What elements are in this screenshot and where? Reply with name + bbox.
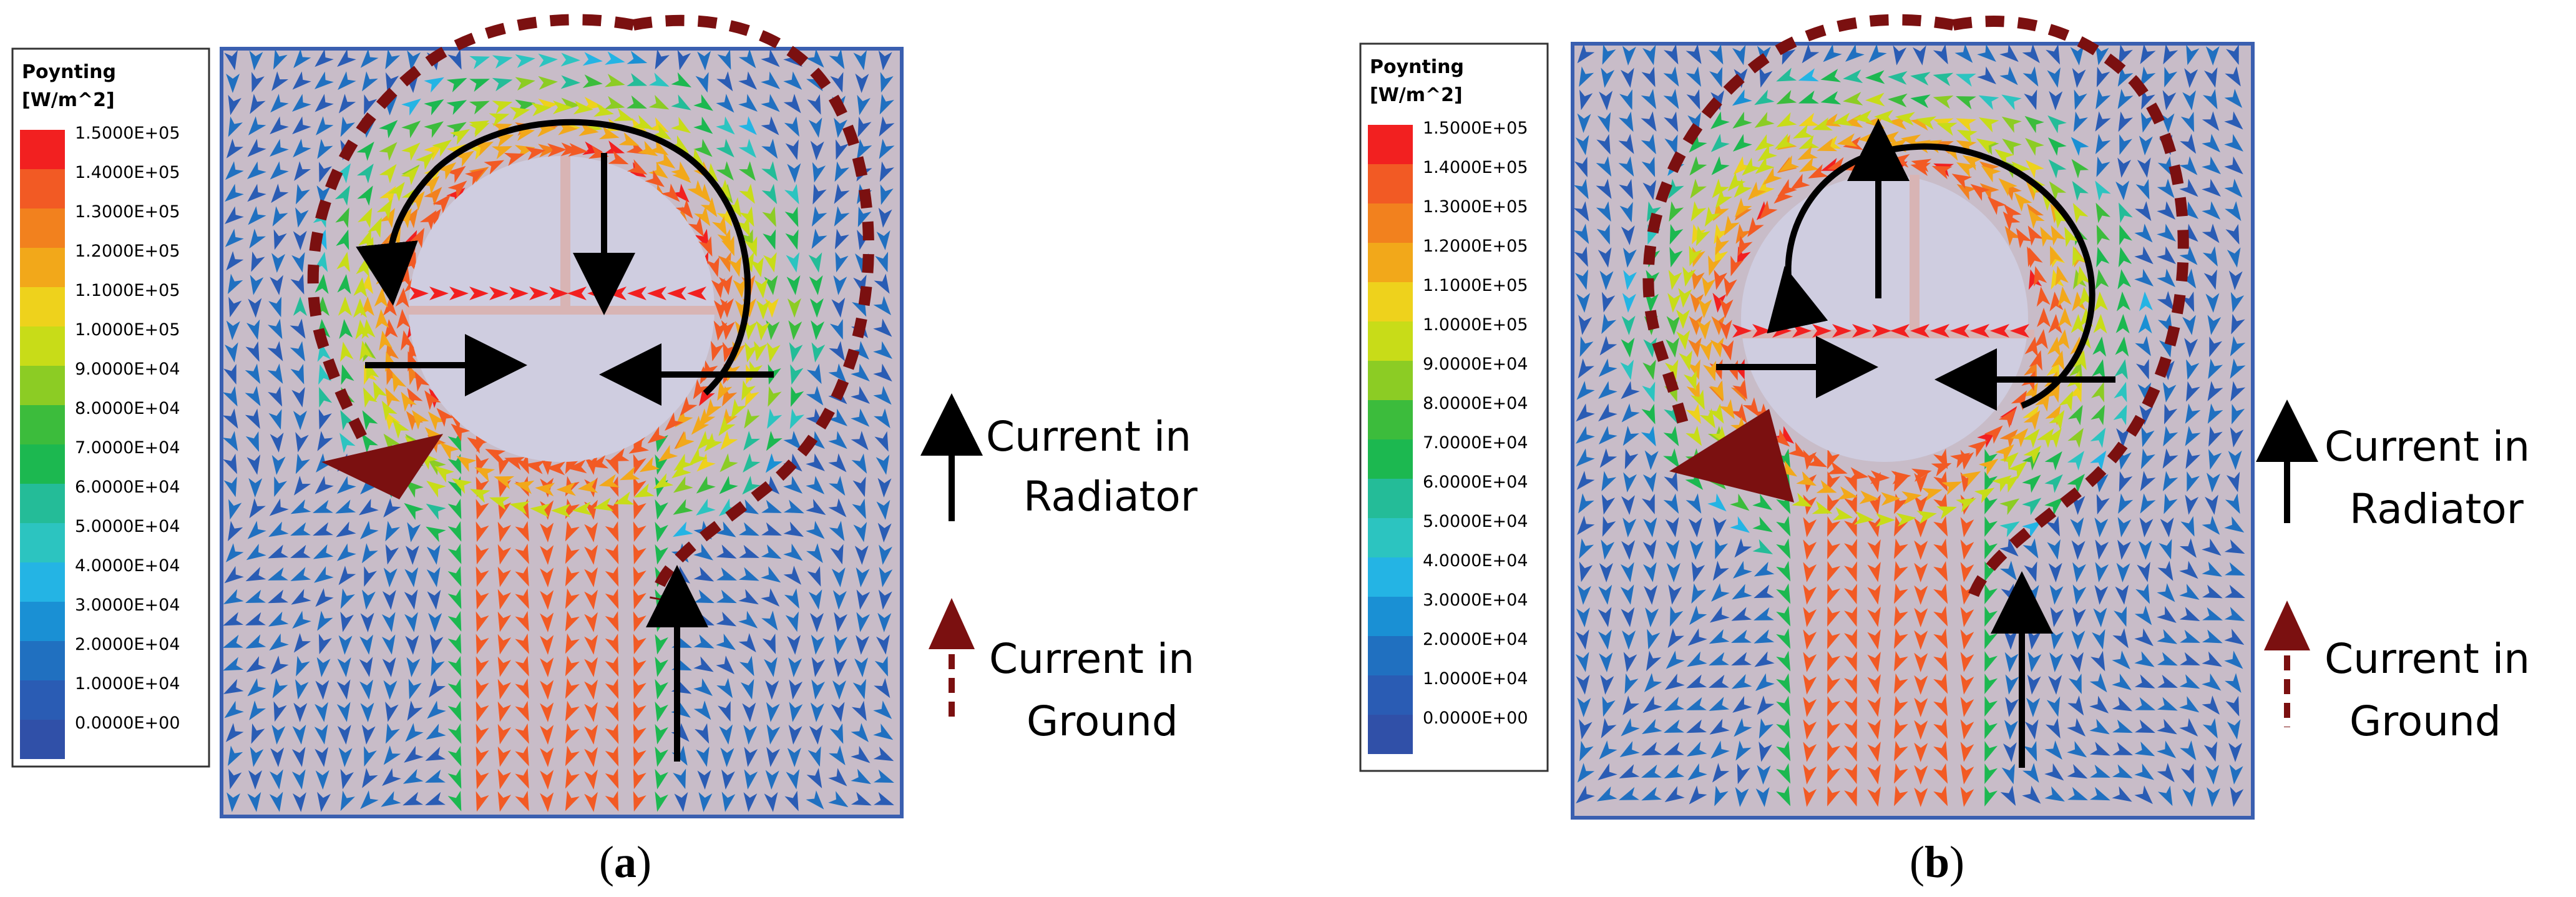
legend-tick-label: 8.0000E+04 — [1423, 394, 1528, 413]
legend-color-band — [20, 484, 65, 523]
legend-tick-label: 1.0000E+05 — [1423, 315, 1528, 335]
legend-color-band — [1368, 243, 1413, 282]
radiator-key-label-2: Radiator — [2349, 485, 2524, 533]
legend-color-band — [20, 169, 65, 208]
legend-tick-label: 1.0000E+04 — [1423, 669, 1528, 689]
panel-b: Poynting [W/m^2] 1.5000E+05 1.4000E+05 1.3… — [1359, 14, 2530, 820]
legend-b: Poynting [W/m^2] 1.5000E+05 1.4000E+05 1.3… — [1359, 42, 1549, 772]
caption-b: (b) — [1910, 837, 1965, 887]
legend-color-band — [20, 444, 65, 484]
legend-tick-label: 5.0000E+04 — [1423, 512, 1528, 531]
legend-tick-label: 1.3000E+05 — [75, 202, 180, 222]
legend-tick-label: 9.0000E+04 — [75, 360, 180, 379]
radiator-bar — [406, 306, 718, 315]
ground-current-loop-left — [1642, 14, 1954, 433]
legend-tick-label: 7.0000E+04 — [75, 438, 180, 458]
legend-color-band — [1368, 479, 1413, 518]
legend-color-band — [1368, 439, 1413, 479]
legend-color-band — [1368, 715, 1413, 754]
legend-tick-label: 4.0000E+04 — [75, 556, 180, 576]
legend-unit: [W/m^2] — [22, 89, 115, 111]
legend-tick-label: 2.0000E+04 — [1423, 630, 1528, 649]
legend-color-band — [1368, 361, 1413, 400]
legend-tick-label: 4.0000E+04 — [1423, 551, 1528, 571]
legend-tick-label: 1.5000E+05 — [75, 124, 180, 143]
legend-tick-label: 1.4000E+05 — [75, 163, 180, 182]
legend-color-band — [1368, 164, 1413, 203]
legend-color-band — [20, 208, 65, 248]
legend-title: Poynting — [22, 61, 116, 83]
radiator-key-label-2: Radiator — [1023, 473, 1198, 521]
legend-tick-label: 1.0000E+04 — [75, 674, 180, 694]
legend-tick-label: 1.2000E+05 — [1423, 237, 1528, 256]
ground-current-arrowhead — [1669, 409, 1794, 502]
radiator-key-label-1: Current in — [986, 413, 1191, 461]
legend-tick-label: 1.4000E+05 — [1423, 158, 1528, 177]
radiator-slot — [560, 156, 570, 309]
legend-color-band — [20, 641, 65, 680]
legend-color-band — [1368, 636, 1413, 675]
ground-key-arrowhead — [929, 598, 975, 649]
ground-key-label-1: Current in — [2325, 635, 2530, 683]
ground-current-loop — [1952, 16, 2189, 602]
legend-a: Poynting [W/m^2] 1.5000E+05 1.4000E+05 1.3… — [11, 47, 210, 768]
legend-tick-label: 7.0000E+04 — [1423, 433, 1528, 453]
legend-color-band — [20, 523, 65, 562]
radiator-circulation-arrow — [1767, 143, 2095, 409]
legend-color-band — [1368, 518, 1413, 557]
ground-key-label-2: Ground — [1027, 697, 1178, 745]
legend-color-band — [1368, 597, 1413, 636]
legend-tick-label: 1.3000E+05 — [1423, 197, 1528, 217]
legend-color-band — [20, 405, 65, 444]
legend-tick-label: 3.0000E+04 — [75, 596, 180, 615]
legend-tick-label: 0.0000E+00 — [75, 713, 180, 733]
radiator-slot — [1910, 175, 1920, 331]
ground-current-arrowhead — [321, 434, 443, 499]
legend-color-band — [1368, 125, 1413, 164]
legend-title: Poynting — [1370, 56, 1464, 78]
legend-tick-label: 3.0000E+04 — [1423, 591, 1528, 610]
legend-color-band — [20, 562, 65, 602]
legend-tick-label: 1.1000E+05 — [75, 281, 180, 300]
radiator-circulation-arrow — [356, 119, 751, 396]
legend-tick-label: 9.0000E+04 — [1423, 355, 1528, 374]
legend-color-band — [1368, 282, 1413, 321]
legend-color-band — [1368, 675, 1413, 715]
legend-color-band — [1368, 557, 1413, 597]
legend-color-band — [20, 287, 65, 326]
legend-color-band — [20, 366, 65, 405]
field-plot-a — [220, 47, 904, 818]
legend-color-band — [20, 248, 65, 287]
legend-color-band — [20, 326, 65, 366]
legend-tick-label: 6.0000E+04 — [75, 478, 180, 497]
legend-tick-label: 1.5000E+05 — [1423, 119, 1528, 138]
ground-key-label-2: Ground — [2349, 697, 2501, 745]
legend-color-band — [20, 130, 65, 169]
radiator-opening — [1741, 175, 2028, 462]
legend-color-band — [20, 602, 65, 641]
legend-tick-label: 8.0000E+04 — [75, 399, 180, 418]
caption-a: (a) — [599, 837, 651, 887]
legend-tick-label: 6.0000E+04 — [1423, 473, 1528, 492]
legend-tick-label: 1.0000E+05 — [75, 320, 180, 340]
legend-color-band — [1368, 203, 1413, 243]
ground-current-loop-left — [307, 14, 635, 440]
legend-tick-label: 5.0000E+04 — [75, 517, 180, 536]
radiator-key-label-1: Current in — [2325, 423, 2530, 471]
legend-color-band — [20, 720, 65, 759]
legend-color-band — [20, 680, 65, 720]
legend-tick-label: 1.2000E+05 — [75, 242, 180, 261]
legend-tick-label: 0.0000E+00 — [1423, 708, 1528, 728]
ground-current-loop — [632, 14, 874, 600]
panel-a: Poynting [W/m^2] 1.5000E+05 1.4000E+05 1.3… — [11, 14, 1198, 818]
legend-color-band — [1368, 400, 1413, 439]
ground-key-label-1: Current in — [989, 635, 1194, 683]
legend-tick-label: 2.0000E+04 — [75, 635, 180, 654]
ground-key-arrowhead — [2264, 600, 2310, 650]
legend-tick-label: 1.1000E+05 — [1423, 276, 1528, 295]
legend-color-band — [1368, 321, 1413, 361]
legend-unit: [W/m^2] — [1370, 84, 1463, 106]
